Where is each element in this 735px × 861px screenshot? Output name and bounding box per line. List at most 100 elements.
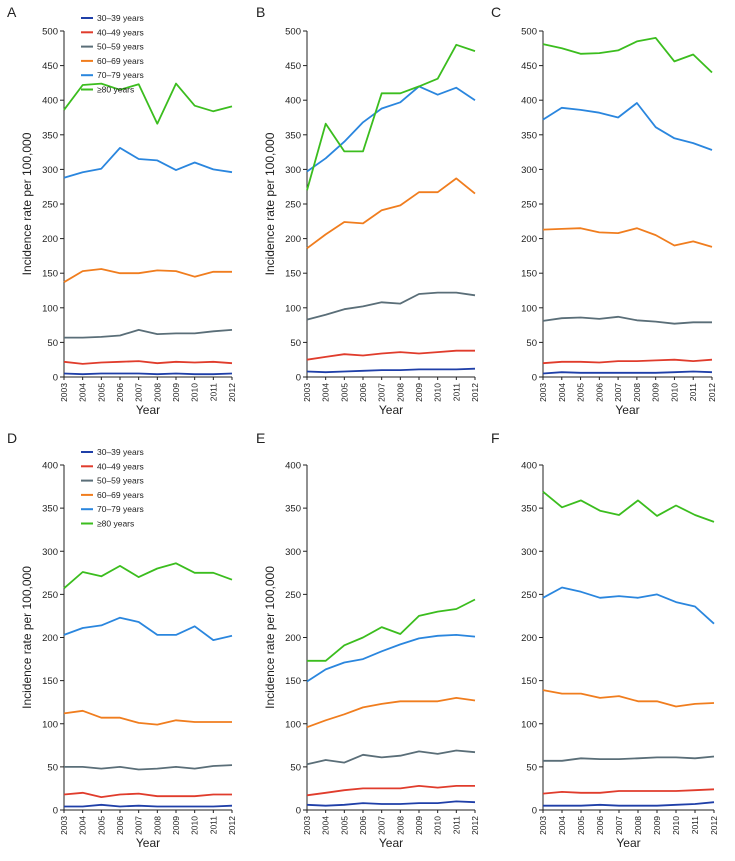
y-tick-label: 500 — [521, 27, 537, 38]
panel-letter: A — [7, 4, 17, 20]
x-axis-title: Year — [379, 836, 403, 850]
y-tick-label: 350 — [285, 130, 301, 141]
y-tick-label: 0 — [296, 373, 301, 384]
y-axis-title: Incidence rate per 100,000 — [20, 566, 34, 709]
y-tick-label: 0 — [53, 806, 58, 817]
panel-letter: E — [256, 430, 265, 446]
panel-c: C 0 50 100 150 200 250 300 350 400 450 500 2003 2004 2… — [491, 4, 717, 417]
x-tick-label: 2004 — [557, 816, 567, 835]
y-tick-label: 50 — [47, 338, 58, 349]
legend-label: 50–59 years — [97, 42, 144, 52]
legend-label: ≥80 years — [97, 85, 134, 95]
y-tick-label: 350 — [521, 130, 537, 141]
y-tick-label: 50 — [47, 762, 58, 773]
y-tick-label: 300 — [42, 165, 58, 176]
y-tick-label: 500 — [285, 27, 301, 38]
series-line — [63, 791, 232, 798]
x-tick-label: 2006 — [595, 816, 605, 835]
x-tick-label: 2009 — [652, 816, 662, 835]
y-tick-label: 150 — [42, 269, 58, 280]
x-tick-label: 2005 — [96, 383, 106, 402]
y-tick-label: 350 — [42, 504, 58, 515]
series-line — [64, 803, 233, 808]
x-tick-label: 2011 — [451, 383, 461, 402]
series-line — [542, 358, 713, 365]
y-tick-label: 300 — [521, 547, 537, 558]
series-line — [306, 349, 475, 361]
y-tick-label: 300 — [285, 547, 301, 558]
y-tick-label: 100 — [285, 303, 301, 314]
y-tick-label: 50 — [526, 338, 537, 349]
x-tick-label: 2005 — [96, 816, 106, 835]
y-tick-label: 200 — [521, 633, 537, 644]
panel-e: E 0 50 100 150 200 250 300 350 400 2003 2004 2005 200… — [256, 430, 480, 850]
x-tick-label: 2012 — [227, 816, 237, 835]
legend-label: 30–39 years — [97, 447, 144, 457]
x-tick-label: 2008 — [395, 383, 405, 402]
y-tick-label: 100 — [521, 303, 537, 314]
legend-label: 40–49 years — [97, 27, 144, 37]
x-tick-label: 2011 — [208, 816, 218, 835]
x-tick-label: 2004 — [321, 816, 331, 835]
panel-letter: D — [7, 430, 17, 446]
x-tick-label: 2010 — [190, 816, 200, 835]
series-line — [542, 227, 713, 248]
x-tick-label: 2003 — [302, 383, 312, 402]
series-line — [63, 360, 233, 365]
y-tick-label: 400 — [521, 96, 537, 107]
x-tick-label: 2010 — [433, 383, 443, 402]
x-axis-title: Year — [616, 836, 640, 850]
series-line — [306, 800, 476, 807]
x-tick-label: 2012 — [470, 383, 480, 402]
series-line — [542, 102, 713, 151]
y-tick-label: 300 — [42, 547, 58, 558]
x-tick-label: 2010 — [671, 816, 681, 835]
x-tick-label: 2011 — [688, 383, 698, 402]
y-tick-label: 150 — [42, 676, 58, 687]
series-line — [542, 491, 715, 523]
x-tick-label: 2008 — [152, 383, 162, 402]
y-tick-label: 0 — [53, 373, 58, 384]
x-tick-label: 2006 — [358, 383, 368, 402]
series-line — [542, 315, 712, 325]
x-tick-label: 2006 — [594, 383, 604, 402]
y-tick-label: 150 — [521, 676, 537, 687]
x-tick-label: 2008 — [152, 816, 162, 835]
y-tick-label: 200 — [42, 633, 58, 644]
legend-label: 70–79 years — [97, 504, 144, 514]
panel-letter: F — [491, 430, 500, 446]
y-tick-label: 150 — [521, 269, 537, 280]
series-line — [306, 85, 476, 173]
series-line — [542, 370, 713, 375]
y-tick-label: 350 — [42, 130, 58, 141]
series-line — [306, 697, 476, 729]
x-tick-label: 2009 — [171, 816, 181, 835]
legend-label: 70–79 years — [97, 70, 144, 80]
series-line — [542, 689, 715, 708]
y-tick-label: 300 — [285, 165, 301, 176]
series-line — [306, 634, 476, 683]
x-tick-label: 2007 — [614, 816, 624, 835]
y-tick-label: 350 — [521, 504, 537, 515]
panel-d: D 0 50 100 150 200 250 300 350 400 2003 2004 2005 200… — [7, 430, 237, 850]
y-tick-label: 200 — [42, 234, 58, 245]
x-axis-title: Year — [379, 403, 403, 417]
y-tick-label: 450 — [285, 61, 301, 72]
y-axis-title: Incidence rate per 100,000 — [20, 132, 34, 275]
legend-label: ≥80 years — [97, 519, 134, 529]
x-tick-label: 2009 — [414, 383, 424, 402]
y-tick-label: 50 — [290, 762, 301, 773]
x-tick-label: 2009 — [171, 383, 181, 402]
y-tick-label: 400 — [285, 96, 301, 107]
y-tick-label: 500 — [42, 27, 58, 38]
x-tick-label: 2003 — [302, 816, 312, 835]
y-tick-label: 100 — [285, 719, 301, 730]
y-tick-label: 250 — [521, 590, 537, 601]
y-tick-label: 400 — [521, 461, 537, 472]
y-tick-label: 300 — [521, 165, 537, 176]
series-line — [306, 749, 476, 766]
x-tick-label: 2008 — [633, 816, 643, 835]
x-tick-label: 2011 — [451, 816, 461, 835]
y-axis-title: Incidence rate per 100,000 — [263, 132, 277, 275]
